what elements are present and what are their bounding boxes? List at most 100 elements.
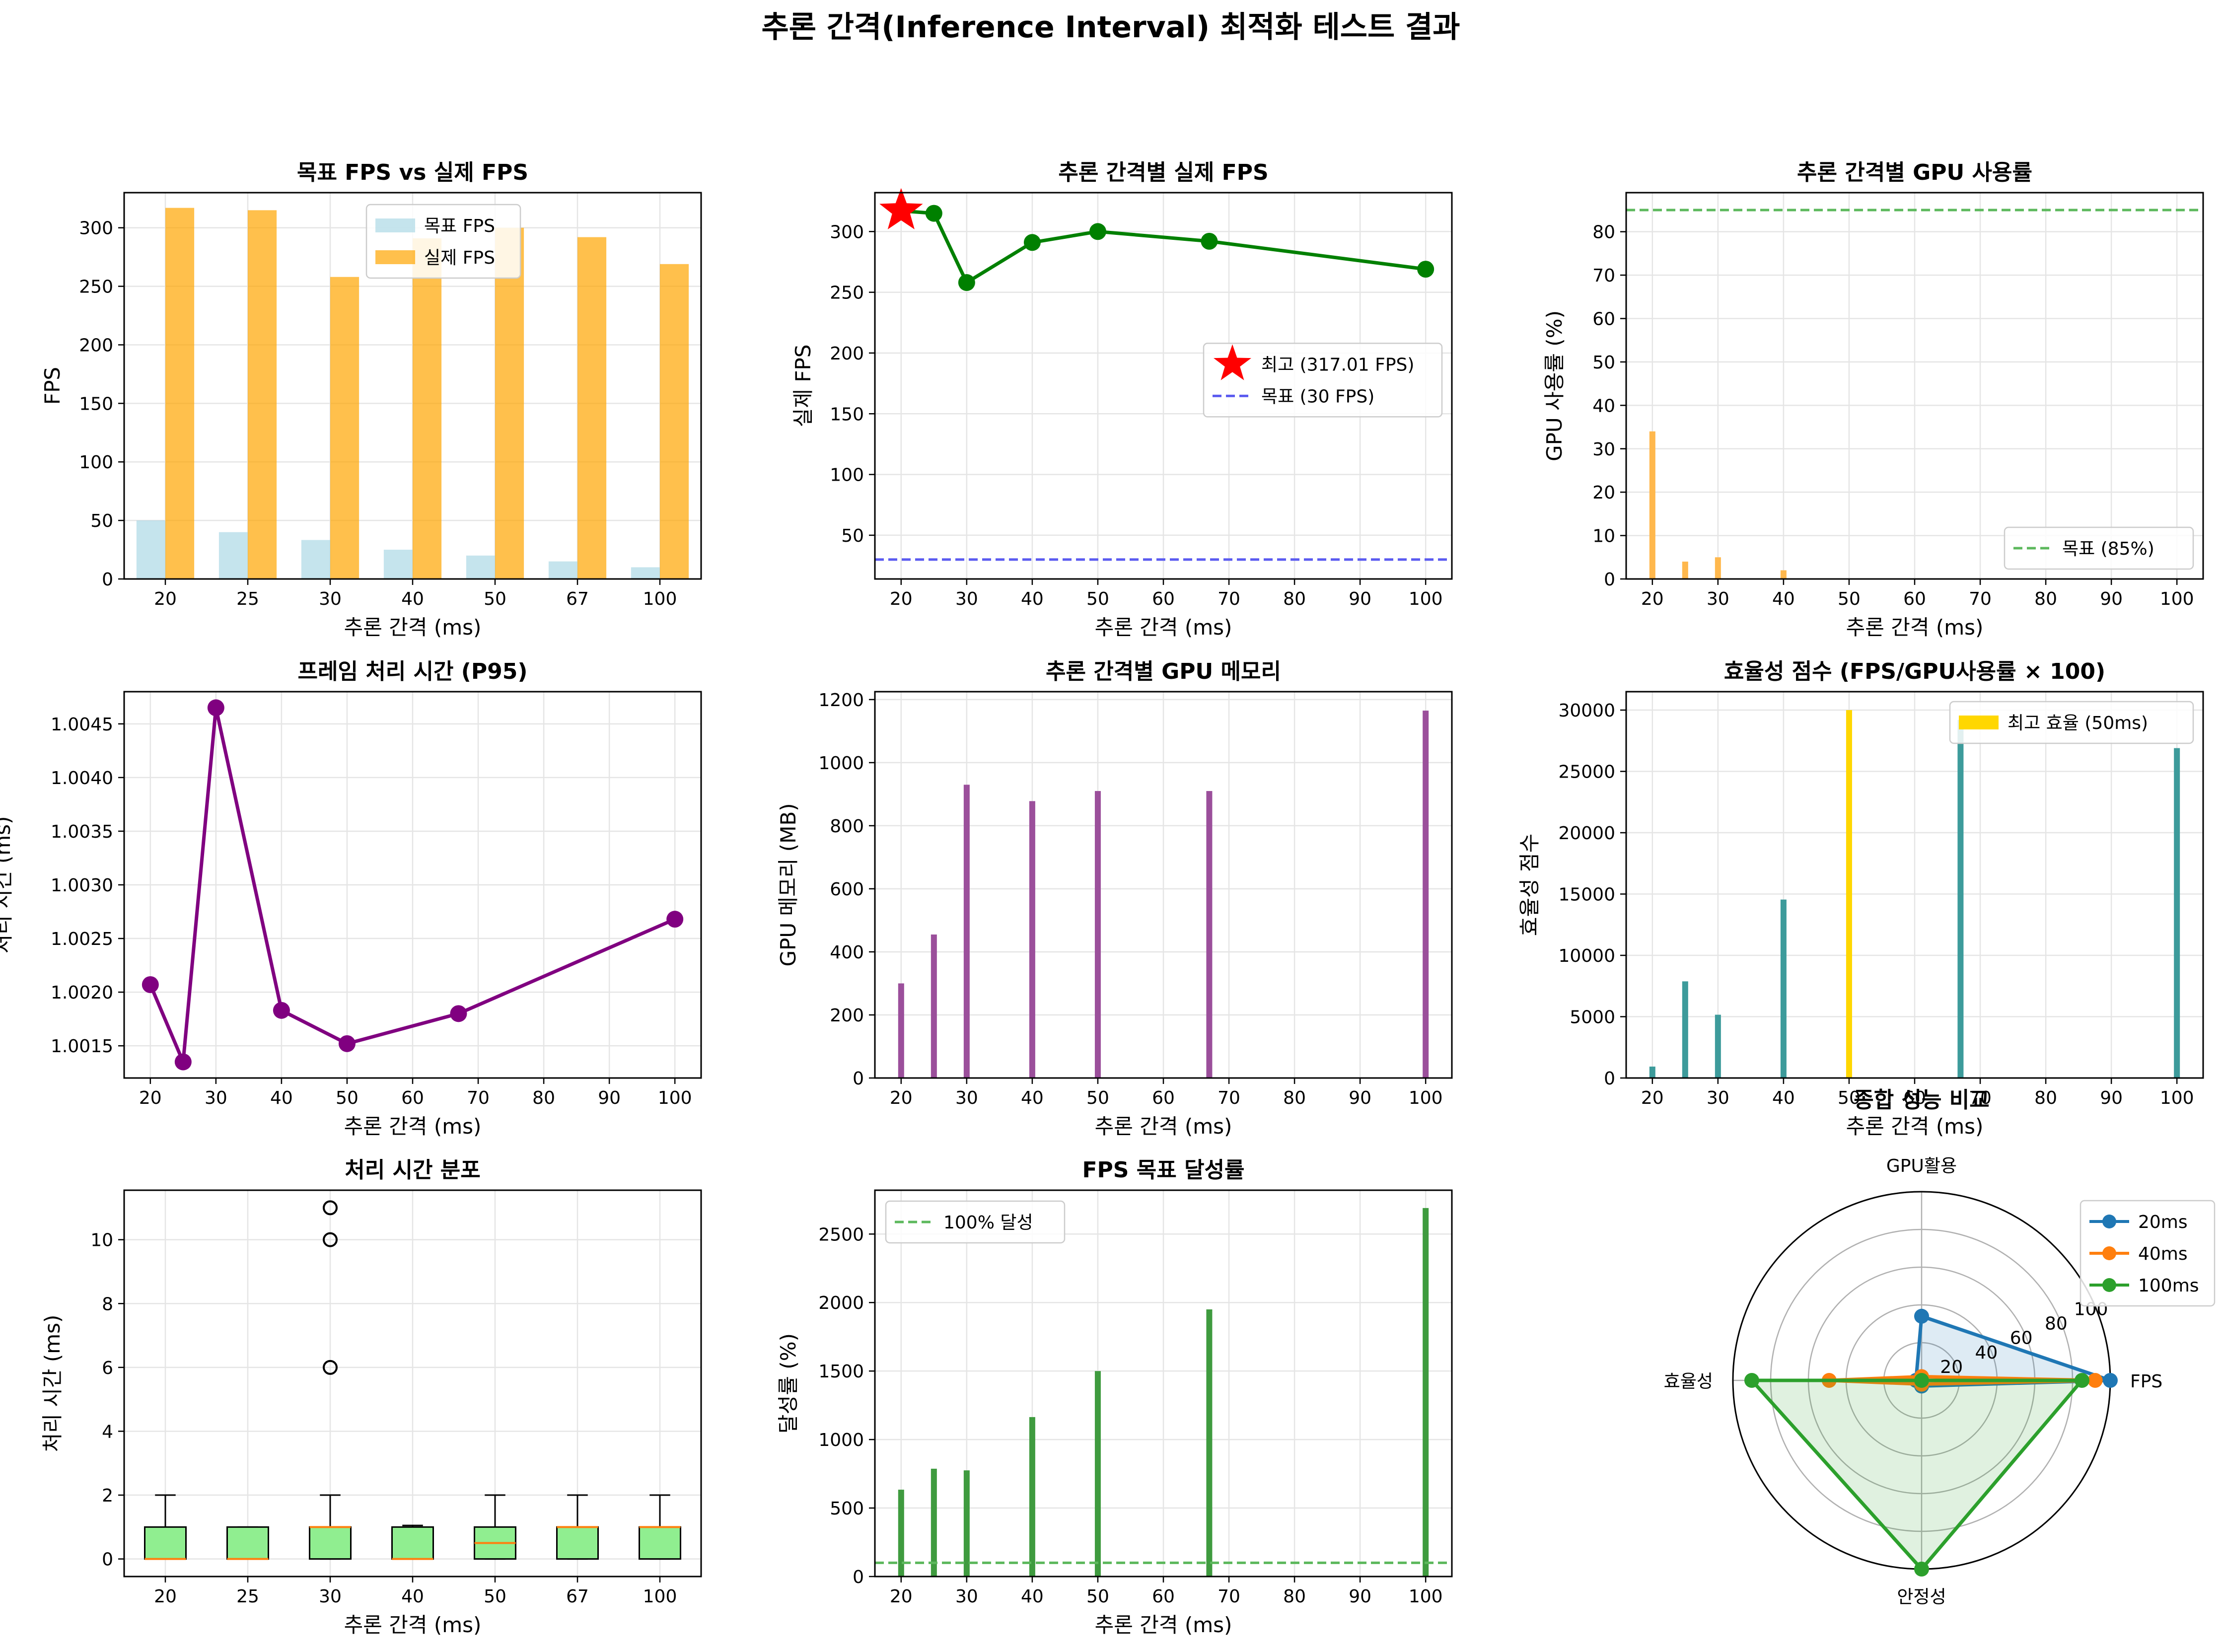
y-tick-label: 1.0035 <box>51 822 113 842</box>
x-tick-label: 30 <box>1707 1088 1729 1108</box>
axes-frame <box>1625 192 2204 580</box>
x-tick-label: 50 <box>1086 1088 1109 1108</box>
y-tick-label: 300 <box>79 218 113 239</box>
bar-efficiency <box>1682 981 1688 1078</box>
bar-achievement <box>931 1468 937 1577</box>
legend: 최고 (317.01 FPS) 목표 (30 FPS) <box>1203 343 1443 418</box>
x-tick-label: 70 <box>1218 589 1240 609</box>
axes-frame <box>874 691 1453 1079</box>
y-tick-label: 250 <box>79 277 113 297</box>
x-tick-label: 90 <box>2100 1088 2123 1108</box>
y-tick-label: 10000 <box>1558 946 1615 966</box>
y-tick-label: 40 <box>1592 396 1615 416</box>
x-tick-label: 60 <box>1152 1586 1175 1607</box>
x-tick-label: 30 <box>205 1088 227 1108</box>
bar-efficiency <box>2174 748 2180 1078</box>
legend-marker <box>2102 1215 2116 1228</box>
bar-achievement <box>1206 1309 1213 1577</box>
x-tick-label: 30 <box>955 589 978 609</box>
bar-achievement <box>898 1490 904 1577</box>
y-tick-label: 1200 <box>818 690 864 711</box>
bar-gpu-memory <box>963 785 970 1078</box>
radar-area <box>1916 1316 2110 1386</box>
radar-tick-label: 20 <box>1940 1357 1963 1377</box>
radar-tick-label: 80 <box>2045 1314 2068 1334</box>
y-tick-label: 2500 <box>818 1224 864 1245</box>
x-tick-label: 25 <box>236 589 259 609</box>
fps-point <box>925 205 942 222</box>
x-tick-label: 20 <box>154 589 177 609</box>
bar-target-fps <box>466 555 495 579</box>
y-tick-label: 0 <box>102 570 113 590</box>
figure-title: 추론 간격(Inference Interval) 최적화 테스트 결과 <box>762 10 1460 45</box>
x-axis-label: 추론 간격 (ms) <box>1846 1114 1984 1139</box>
x-tick-label: 40 <box>401 589 424 609</box>
legend-box <box>2079 1200 2216 1307</box>
y-axis-label: GPU 사용률 (%) <box>1542 310 1567 461</box>
axes-frame <box>874 192 1453 580</box>
bar-target-fps <box>218 532 248 579</box>
y-tick-label: 400 <box>830 942 864 963</box>
bar-gpu-usage <box>1682 562 1688 579</box>
x-tick-label: 90 <box>1349 1586 1371 1607</box>
bar-gpu-usage <box>1649 431 1655 579</box>
radar-axis-label: FPS <box>2130 1371 2162 1392</box>
panel-title: 효율성 점수 (FPS/GPU사용률 × 100) <box>1724 659 2105 684</box>
x-tick-label: 20 <box>890 1088 913 1108</box>
y-tick-label: 80 <box>1592 222 1615 243</box>
radar-axis-label: GPU활용 <box>1886 1156 1957 1176</box>
fps-point <box>1417 261 1434 278</box>
y-tick-label: 0 <box>1604 570 1615 590</box>
x-tick-label: 80 <box>532 1088 555 1108</box>
legend-label: 실제 FPS <box>424 248 495 268</box>
x-tick-label: 100 <box>658 1088 692 1108</box>
legend-label: 목표 FPS <box>424 216 495 236</box>
panel-title: 추론 간격별 GPU 메모리 <box>1046 659 1281 684</box>
bar-actual-fps <box>413 238 442 579</box>
best-star <box>879 188 923 229</box>
y-tick-label: 50 <box>1592 353 1615 373</box>
legend-label: 20ms <box>2138 1212 2188 1232</box>
y-tick-label: 70 <box>1592 266 1615 286</box>
legend-swatch <box>375 218 416 232</box>
panel-title: 프레임 처리 시간 (P95) <box>297 659 527 684</box>
box-body <box>391 1526 434 1560</box>
x-axis-label: 추론 간격 (ms) <box>1095 615 1232 640</box>
x-tick-label: 30 <box>1707 589 1729 609</box>
legend: 목표 FPS 실제 FPS <box>365 204 521 279</box>
x-tick-label: 50 <box>336 1088 358 1108</box>
y-tick-label: 4 <box>102 1422 113 1442</box>
x-tick-label: 70 <box>1969 1088 1992 1108</box>
panel-title: FPS 목표 달성률 <box>1082 1157 1244 1183</box>
legend-swatch <box>1214 344 1251 380</box>
x-tick-label: 30 <box>319 589 342 609</box>
y-tick-label: 6 <box>102 1358 113 1378</box>
legend: 최고 효율 (50ms) <box>1949 701 2194 744</box>
y-tick-label: 1.0045 <box>51 715 113 735</box>
y-tick-label: 20000 <box>1558 823 1615 844</box>
y-tick-label: 150 <box>79 394 113 414</box>
x-tick-label: 30 <box>319 1586 342 1607</box>
axes-frame <box>1625 691 2204 1079</box>
radar-point <box>1744 1373 1759 1388</box>
y-tick-label: 25000 <box>1558 762 1615 783</box>
panel-title: 처리 시간 분포 <box>345 1157 481 1183</box>
x-tick-label: 40 <box>1772 1088 1795 1108</box>
panel-p4: 프레임 처리 시간 (P95) 20 30 40 50 60 70 80 90 100 1.0015… <box>0 659 702 1139</box>
y-tick-label: 2 <box>102 1486 113 1506</box>
x-axis-label: 추론 간격 (ms) <box>344 1613 482 1637</box>
axes-frame <box>123 192 702 580</box>
y-tick-label: 250 <box>830 283 864 303</box>
legend-label: 40ms <box>2138 1244 2188 1264</box>
bar-efficiency <box>1715 1014 1721 1078</box>
panel-p3: 추론 간격별 GPU 사용률 20 30 40 50 60 70 80 90 100 0 10 20 30… <box>1542 160 2204 640</box>
legend-label: 최고 (317.01 FPS) <box>1261 355 1414 375</box>
legend-label: 최고 효율 (50ms) <box>2007 713 2148 733</box>
bar-efficiency <box>1957 719 1964 1078</box>
radar-point <box>2087 1373 2103 1388</box>
y-axis-label: 처리 시간 (ms) <box>40 1315 65 1452</box>
y-tick-label: 300 <box>830 222 864 242</box>
bar-target-fps <box>631 567 660 579</box>
